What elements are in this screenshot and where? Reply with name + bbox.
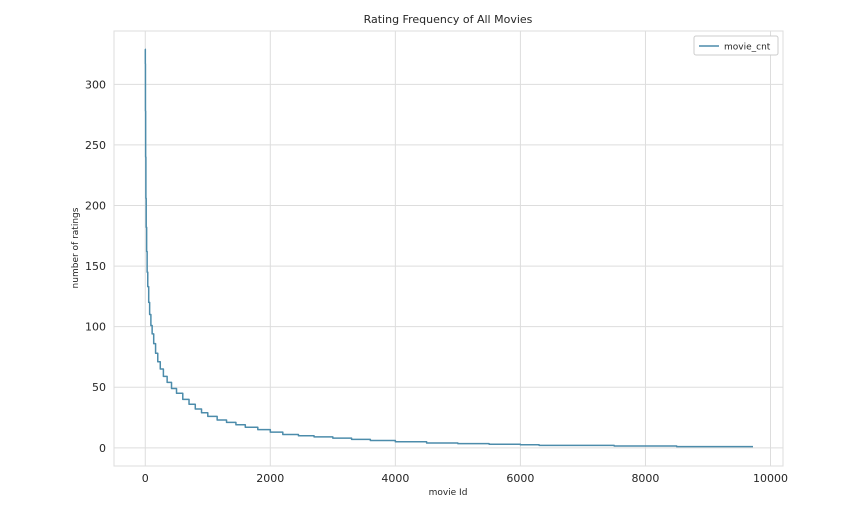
y-tick-label: 0 <box>99 442 106 455</box>
plot-area <box>113 30 784 467</box>
chart-title: Rating Frequency of All Movies <box>364 13 533 26</box>
x-tick-label: 2000 <box>256 472 284 485</box>
legend-box <box>693 35 779 56</box>
x-tick-label: 8000 <box>631 472 659 485</box>
y-tick-label: 100 <box>85 321 106 334</box>
grid-lines <box>114 31 783 466</box>
legend-label-movie-cnt: movie_cnt <box>724 43 771 53</box>
tick-labels: 0 2000 4000 6000 8000 10000 0 50 100 150 200 250 300 <box>85 78 788 485</box>
series-line-movie-cnt <box>144 48 753 448</box>
x-axis-label: movie Id <box>429 488 468 498</box>
y-axis-label: number of ratings <box>71 207 81 288</box>
x-tick-label: 10000 <box>753 472 788 485</box>
x-tick-label: 6000 <box>506 472 534 485</box>
y-tick-label: 300 <box>85 78 106 91</box>
y-tick-label: 150 <box>85 260 106 273</box>
series-lines <box>144 48 753 448</box>
x-tick-label: 0 <box>142 472 149 485</box>
x-tick-label: 4000 <box>381 472 409 485</box>
legend: movie_cnt <box>693 35 779 56</box>
y-tick-label: 250 <box>85 139 106 152</box>
y-tick-label: 50 <box>92 381 106 394</box>
y-tick-label: 200 <box>85 199 106 212</box>
